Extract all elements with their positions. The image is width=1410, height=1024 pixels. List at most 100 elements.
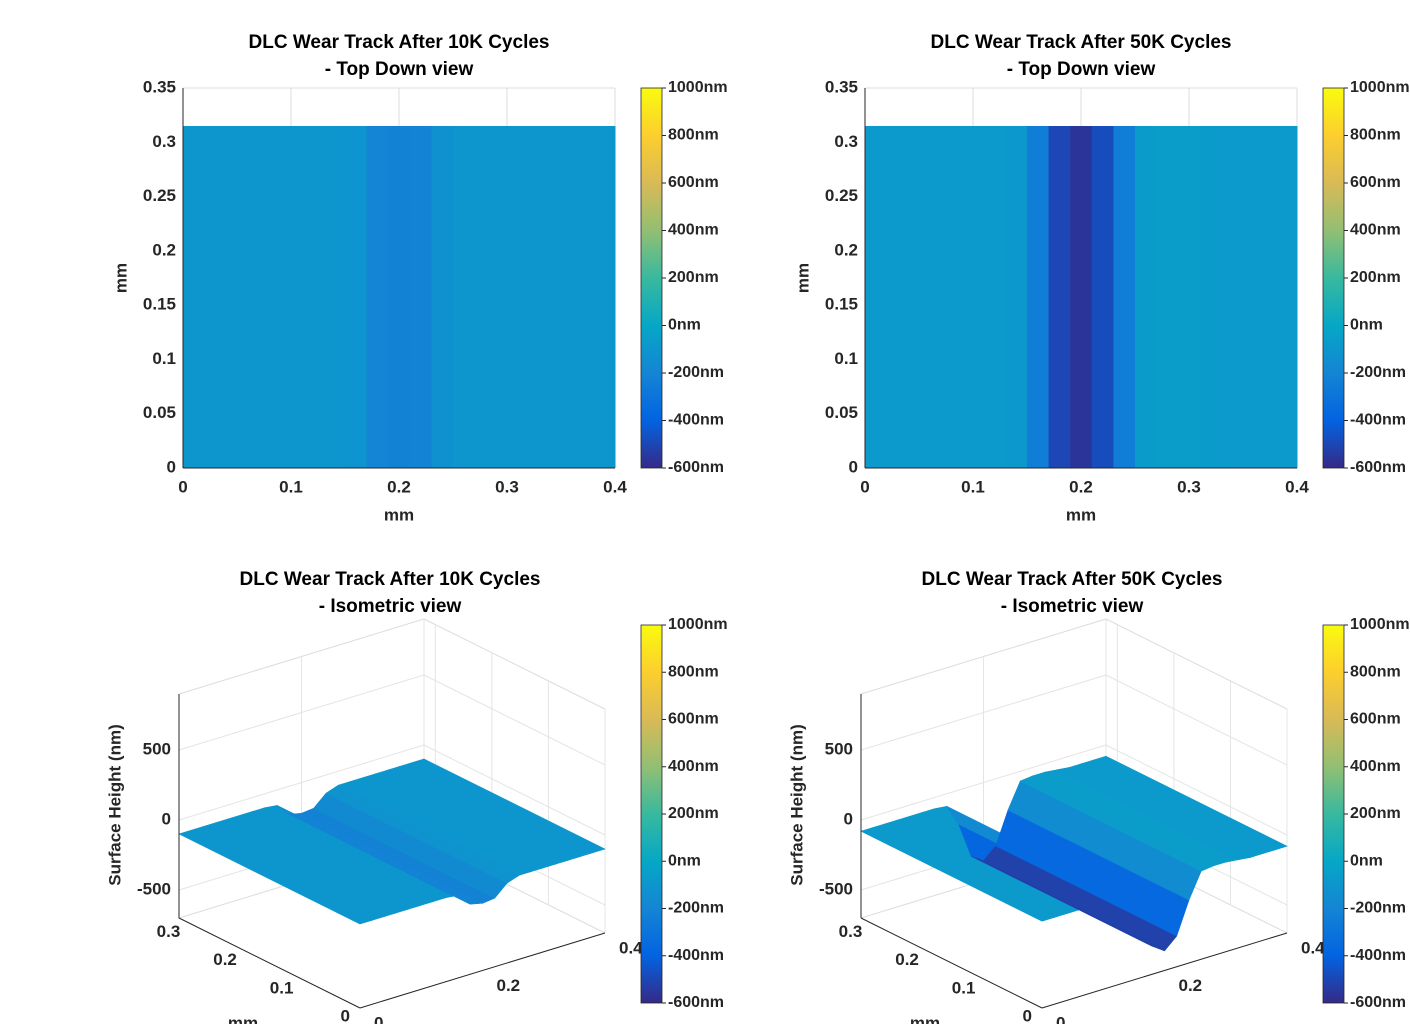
x-axis-label: mm	[384, 505, 414, 524]
x-tick-label: 0.1	[279, 477, 303, 496]
colorbar-tick-label: 1000nm	[1350, 616, 1410, 633]
x-tick-label: 0.2	[1179, 976, 1203, 995]
x-axis-label: mm	[1066, 505, 1096, 524]
y-tick-label: 0.1	[952, 978, 976, 997]
heatmap-cell	[183, 126, 195, 468]
z-tick-label: 0	[162, 809, 171, 828]
colorbar-tick-label: 400nm	[1350, 758, 1401, 775]
colorbar-tick-label: -600nm	[668, 459, 724, 476]
chart-subtitle: - Isometric view	[1001, 596, 1144, 617]
y-tick-label: 0.15	[143, 295, 176, 314]
colorbar-tick-label: -400nm	[1350, 947, 1406, 964]
y-tick-label: 0.1	[152, 349, 176, 368]
y-axis-label: mm	[910, 1013, 940, 1024]
x-tick-label: 0.4	[1285, 477, 1309, 496]
y-tick-label: 0.3	[157, 922, 181, 941]
colorbar-tick-label: -600nm	[668, 994, 724, 1011]
heatmap-cell	[1091, 126, 1114, 468]
grid-line	[423, 674, 606, 766]
y-tick-label: 0.3	[152, 132, 176, 151]
heatmap-cell	[1135, 126, 1158, 468]
colorbar-tick-label: 200nm	[668, 805, 719, 822]
heatmap-cell	[919, 126, 942, 468]
x-tick-label: 0	[1056, 1013, 1065, 1024]
y-tick-label: 0.2	[152, 240, 176, 259]
grid-line	[178, 744, 425, 821]
heatmap-cell	[388, 126, 411, 468]
z-tick-label: 0	[844, 809, 853, 828]
x-tick-label: 0	[374, 1013, 383, 1024]
x-tick-label: 0.4	[1301, 938, 1325, 957]
heatmap-cell	[1070, 126, 1093, 468]
colorbar	[640, 624, 663, 1004]
z-axis-label: Surface Height (nm)	[787, 724, 806, 886]
heatmap-cell	[301, 126, 324, 468]
chart-subtitle: - Top Down view	[1007, 59, 1156, 80]
heatmap-cell	[940, 126, 963, 468]
x-tick-label: 0.3	[1177, 477, 1201, 496]
heatmap-cell	[215, 126, 238, 468]
colorbar-tick-label: 0nm	[1350, 852, 1383, 869]
colorbar-tick-label: 0nm	[1350, 317, 1383, 334]
colorbar-tick-label: -400nm	[668, 412, 724, 429]
colorbar-tick-label: 0nm	[668, 852, 701, 869]
x-tick-label: 0	[178, 477, 187, 496]
colorbar-tick-label: 600nm	[1350, 711, 1401, 728]
colorbar-tick-label: 1000nm	[1350, 79, 1410, 96]
heatmap-cell	[962, 126, 985, 468]
grid-line	[1105, 744, 1288, 836]
grid-line	[860, 744, 1107, 821]
heatmap-cell	[431, 126, 454, 468]
chart-title: DLC Wear Track After 10K Cycles	[240, 569, 541, 590]
x-tick-label: 0.2	[387, 477, 411, 496]
heatmap-cell	[237, 126, 260, 468]
colorbar-tick-label: -400nm	[1350, 412, 1406, 429]
colorbar-tick-label: -600nm	[1350, 994, 1406, 1011]
box-edge	[1105, 618, 1288, 710]
colorbar-tick-label: -200nm	[1350, 364, 1406, 381]
y-axis	[860, 917, 1043, 1009]
heatmap-cell	[280, 126, 303, 468]
colorbar-tick-label: 600nm	[1350, 174, 1401, 191]
heatmap-cell	[474, 126, 497, 468]
colorbar	[1322, 624, 1345, 1004]
colorbar-tick-label: 600nm	[668, 174, 719, 191]
y-axis-label: mm	[228, 1013, 258, 1024]
surface-strip	[410, 758, 606, 854]
heatmap-cell	[604, 126, 616, 468]
colorbar-tick-label: 800nm	[668, 663, 719, 680]
z-tick-label: -500	[137, 879, 171, 898]
colorbar-tick-label: 200nm	[1350, 269, 1401, 286]
chart-subtitle: - Top Down view	[325, 59, 474, 80]
heatmap-cell	[897, 126, 920, 468]
colorbar-tick-label: 400nm	[1350, 222, 1401, 239]
heatmap-cell	[1156, 126, 1179, 468]
heatmap-cell	[1243, 126, 1266, 468]
colorbar-tick-label: -400nm	[668, 947, 724, 964]
y-tick-label: 0.2	[834, 240, 858, 259]
colorbar-tick-label: -200nm	[1350, 900, 1406, 917]
colorbar-tick-label: -600nm	[1350, 459, 1406, 476]
heatmap-cell	[366, 126, 389, 468]
heatmap-cell	[983, 126, 1006, 468]
y-tick-label: 0.2	[213, 950, 237, 969]
y-tick-label: 0.15	[825, 295, 858, 314]
y-tick-label: 0	[1023, 1006, 1032, 1024]
x-tick-label: 0.2	[1069, 477, 1093, 496]
y-tick-label: 0.35	[143, 77, 176, 96]
y-tick-label: 0.3	[839, 922, 863, 941]
chart-title: DLC Wear Track After 50K Cycles	[931, 32, 1232, 53]
y-tick-label: 0.05	[143, 403, 176, 422]
heatmap-cell	[258, 126, 281, 468]
x-axis	[359, 932, 606, 1009]
x-tick-label: 0.1	[961, 477, 985, 496]
y-tick-label: 0.25	[143, 186, 176, 205]
colorbar	[640, 87, 663, 469]
z-tick-label: 500	[825, 739, 853, 758]
colorbar-tick-label: -200nm	[668, 364, 724, 381]
colorbar-tick-label: 600nm	[668, 711, 719, 728]
z-tick-label: -500	[819, 879, 853, 898]
colorbar-tick-label: 200nm	[668, 269, 719, 286]
